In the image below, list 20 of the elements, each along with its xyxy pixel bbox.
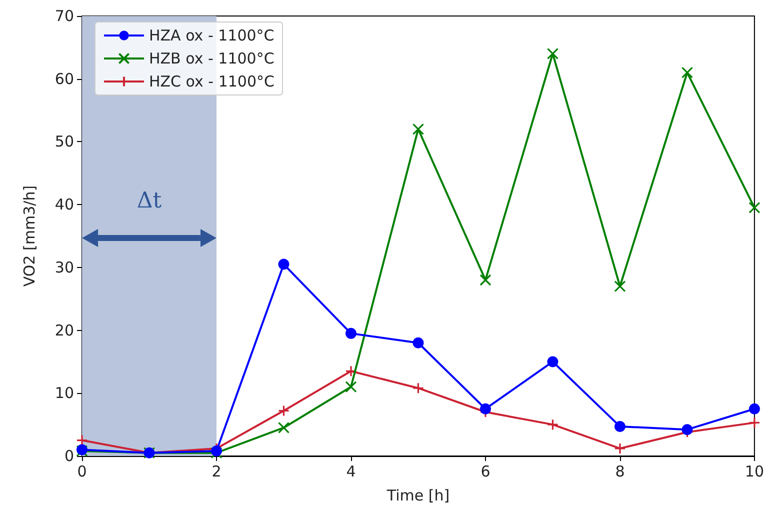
- x-tick-label: 4: [346, 462, 356, 480]
- y-tick-label: 40: [54, 196, 74, 214]
- x-tick-label: 2: [212, 462, 222, 480]
- legend-label: HZC ox - 1100°C: [149, 72, 274, 90]
- x-tick-label: 0: [77, 462, 87, 480]
- x-tick-label: 10: [744, 462, 764, 480]
- y-axis-title: VO2 [mm3/h]: [20, 185, 38, 287]
- y-tick-label: 50: [54, 132, 74, 151]
- y-tick-label: 0: [64, 447, 74, 465]
- y-tick-label: 20: [54, 321, 74, 340]
- band-label: Δt: [136, 188, 162, 214]
- y-tick-label: 70: [54, 7, 74, 25]
- legend-label: HZB ox - 1100°C: [149, 50, 274, 68]
- x-axis-title: Time [h]: [386, 486, 450, 504]
- y-tick-label: 60: [54, 70, 74, 88]
- y-tick-label: 30: [54, 258, 74, 276]
- x-tick-label: 8: [615, 462, 625, 480]
- y-tick-label: 10: [54, 384, 74, 402]
- legend-label: HZA ox - 1100°C: [149, 26, 274, 44]
- x-tick-label: 6: [480, 462, 490, 480]
